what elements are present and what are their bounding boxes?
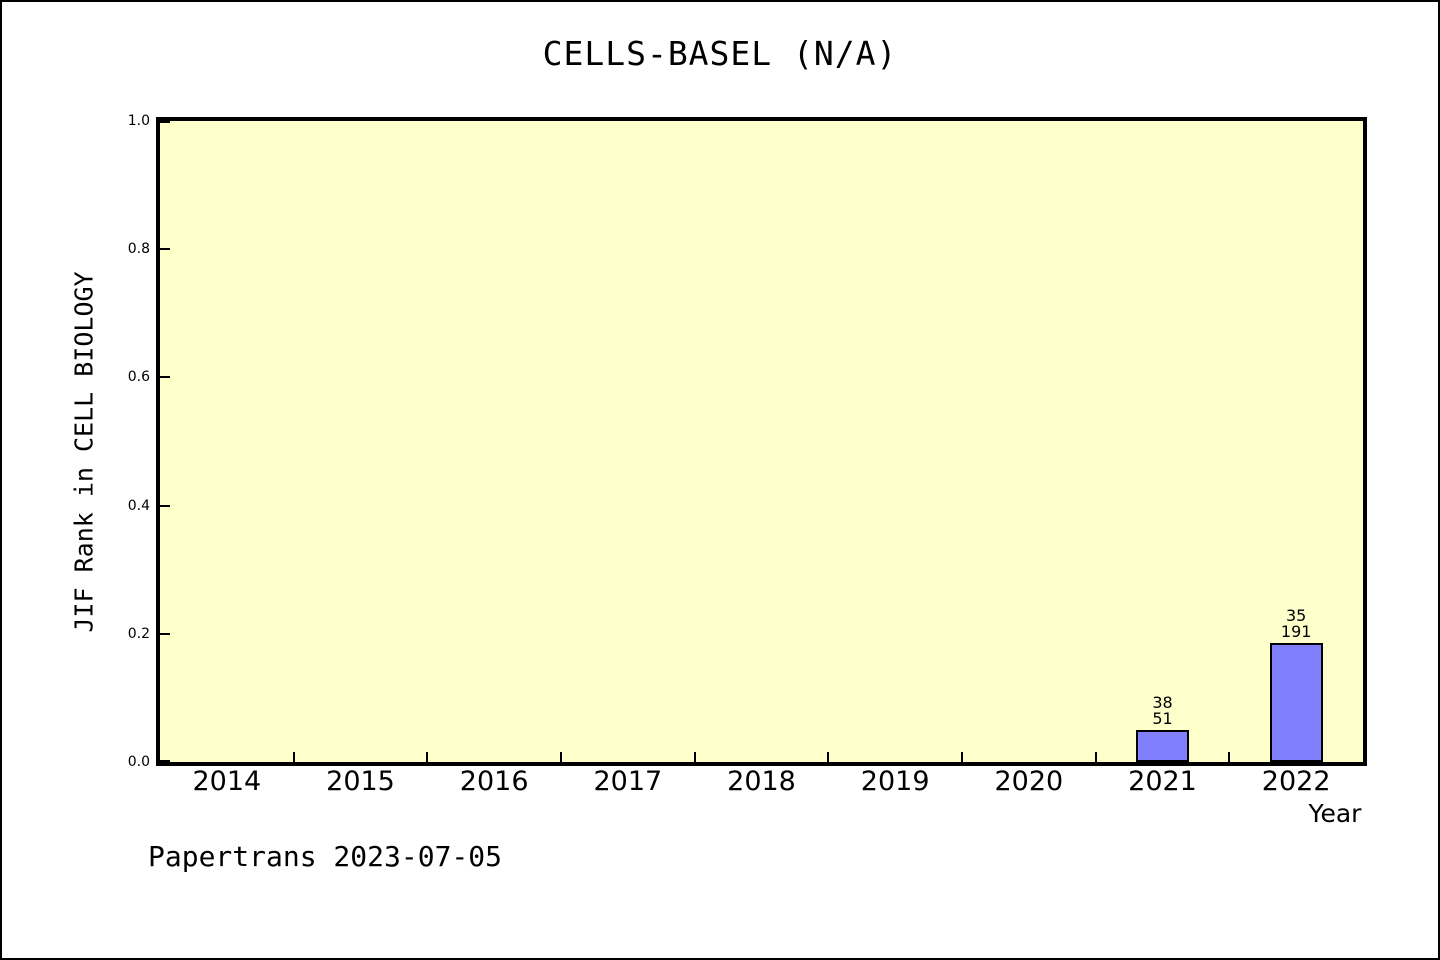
x-tick-mark xyxy=(827,752,830,762)
bar-annotation: 38 51 xyxy=(1152,692,1173,728)
x-tick-mark xyxy=(426,752,429,762)
x-tick-mark xyxy=(1094,752,1097,762)
x-category-label: 2014 xyxy=(192,766,262,797)
plot-area: 38 51 35 191 xyxy=(156,117,1367,766)
y-tick-label: 0.8 xyxy=(127,241,150,258)
bar-annotation-numerator: 38 xyxy=(1152,692,1173,712)
x-category-label: 2016 xyxy=(459,766,529,797)
y-tick-mark xyxy=(160,248,170,251)
y-tick-label: 1.0 xyxy=(127,113,150,129)
x-tick-mark xyxy=(1228,752,1231,762)
y-tick-mark xyxy=(160,760,170,762)
x-tick-mark xyxy=(292,752,295,762)
y-tick-label: 0.4 xyxy=(127,497,150,514)
x-tick-mark xyxy=(560,752,562,762)
x-category-label: 2022 xyxy=(1261,766,1331,797)
x-category-label: 2019 xyxy=(860,766,930,797)
y-tick-mark xyxy=(160,504,170,507)
y-tick-label: 0.6 xyxy=(127,369,150,386)
y-tick-mark xyxy=(160,376,170,379)
x-axis-label: Year xyxy=(1308,799,1362,828)
x-category-label: 2020 xyxy=(994,766,1064,797)
x-category-label: 2017 xyxy=(593,766,663,797)
x-category-label: 2015 xyxy=(326,766,395,797)
y-tick-label: 0.0 xyxy=(127,754,150,770)
watermark-text: Papertrans 2023-07-05 xyxy=(148,840,503,873)
bar xyxy=(1269,643,1323,762)
y-axis-label: JIF Rank in CELL BIOLOGY xyxy=(69,271,99,633)
bar xyxy=(1136,729,1189,762)
y-tick-mark xyxy=(160,121,170,123)
chart-title: CELLS-BASEL (N/A) xyxy=(542,34,898,73)
x-category-label: 2018 xyxy=(727,766,796,797)
y-tick-label: 0.2 xyxy=(127,625,150,642)
x-tick-mark xyxy=(961,752,963,762)
bar-annotation-denominator: 191 xyxy=(1280,622,1312,642)
x-tick-mark xyxy=(693,752,696,762)
bar-annotation-numerator: 35 xyxy=(1285,606,1307,626)
bar-annotation: 35 191 xyxy=(1281,608,1312,640)
y-tick-mark xyxy=(160,632,170,635)
x-category-label: 2021 xyxy=(1128,766,1197,797)
bar-annotation-denominator: 51 xyxy=(1152,708,1173,728)
